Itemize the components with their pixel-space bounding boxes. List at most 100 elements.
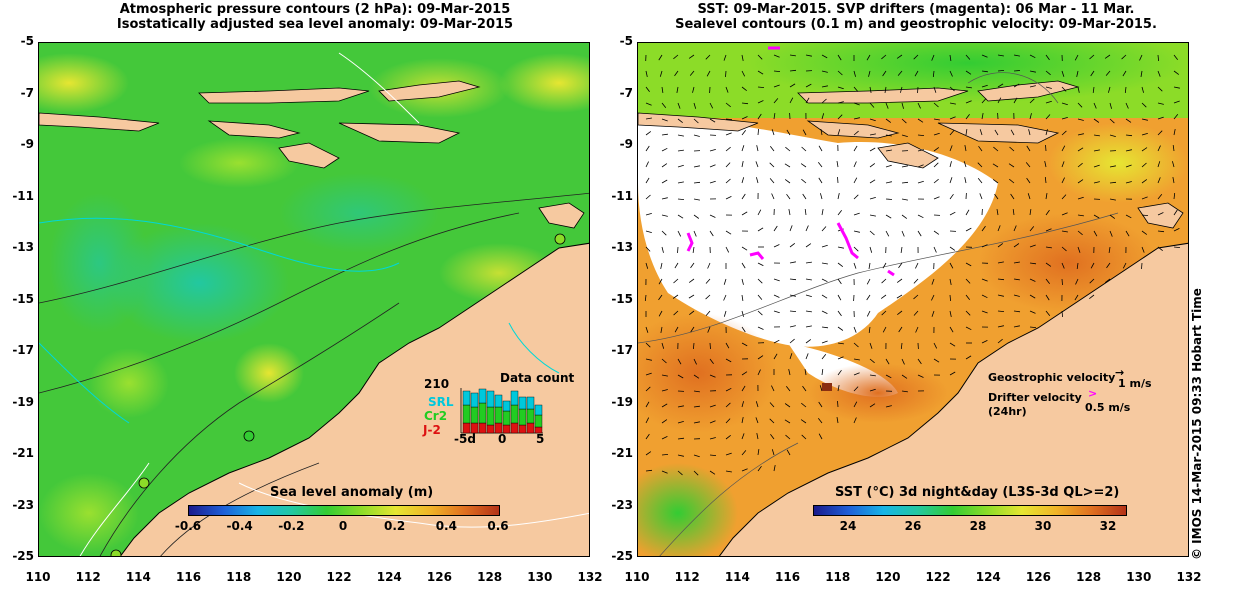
- lon-tick-label: 130: [1126, 570, 1152, 584]
- velocity-arrow: [1061, 102, 1068, 106]
- velocity-arrow: [981, 244, 988, 248]
- velocity-arrow: [885, 164, 892, 168]
- lat-tick-label: -21: [611, 446, 633, 460]
- velocity-arrow: [1009, 178, 1015, 184]
- velocity-arrow: [885, 102, 889, 109]
- velocity-arrow: [677, 437, 685, 440]
- velocity-arrow: [645, 177, 650, 184]
- velocity-arrow: [1092, 86, 1095, 93]
- velocity-arrow: [1029, 244, 1036, 248]
- velocity-arrow: [1141, 230, 1148, 235]
- velocity-arrow: [837, 246, 844, 249]
- lon-tick-label: 116: [775, 570, 801, 584]
- velocity-arrow: [965, 326, 972, 331]
- velocity-arrow: [853, 401, 858, 408]
- velocity-arrow: [896, 294, 903, 299]
- velocity-arrow: [880, 294, 887, 299]
- data-count-title: Data count: [500, 371, 575, 385]
- histogram-bar: [486, 390, 495, 408]
- velocity-arrow: [805, 243, 812, 248]
- velocity-arrow: [1157, 116, 1164, 120]
- velocity-arrow: [901, 181, 909, 184]
- velocity-arrow: [801, 434, 807, 440]
- lat-tick-label: -13: [12, 240, 34, 254]
- lon-tick-label: 126: [426, 570, 452, 584]
- velocity-arrow: [645, 246, 651, 252]
- velocity-arrow: [658, 294, 663, 301]
- velocity-arrow: [882, 70, 887, 77]
- velocity-arrow: [789, 353, 793, 360]
- histogram-bar: [510, 404, 519, 424]
- velocity-arrow: [1173, 246, 1181, 248]
- velocity-arrow: [917, 118, 924, 123]
- velocity-arrow: [869, 388, 876, 392]
- velocity-arrow: [900, 246, 903, 253]
- velocity-arrow: [661, 358, 667, 364]
- velocity-arrow: [965, 278, 971, 284]
- velocity-arrow: [1089, 294, 1095, 300]
- velocity-arrow: [933, 358, 940, 363]
- credit-text: © IMOS 14-Mar-2015 09:33 Hobart Time: [1190, 288, 1204, 560]
- velocity-arrow: [709, 470, 716, 475]
- velocity-arrow: [1140, 70, 1143, 77]
- velocity-arrow: [917, 374, 924, 378]
- velocity-arrow: [819, 385, 823, 392]
- velocity-arrow: [1045, 278, 1051, 285]
- velocity-arrow: [805, 54, 812, 57]
- velocity-arrow: [1125, 181, 1132, 184]
- sst-map[interactable]: [637, 42, 1189, 557]
- velocity-arrow: [645, 117, 652, 120]
- velocity-arrow: [1045, 129, 1048, 136]
- right-colorbar: [813, 505, 1127, 516]
- velocity-arrow: [1125, 102, 1129, 109]
- histogram-bar: [462, 390, 471, 406]
- sea-level-anomaly-map[interactable]: [38, 42, 590, 557]
- velocity-arrow: [709, 374, 716, 378]
- velocity-arrow: [784, 419, 791, 424]
- velocity-arrow: [725, 387, 732, 392]
- velocity-arrow: [949, 86, 955, 92]
- lat-tick-label: -7: [20, 85, 34, 100]
- velocity-arrow: [917, 86, 919, 94]
- velocity-arrow: [981, 54, 988, 58]
- left-title-line2: Isostatically adjusted sea level anomaly…: [116, 17, 514, 32]
- velocity-arrow: [800, 163, 807, 168]
- velocity-arrow: [771, 129, 775, 136]
- velocity-arrow: [979, 129, 983, 136]
- velocity-arrow: [1077, 86, 1080, 93]
- velocity-arrow: [757, 86, 765, 88]
- velocity-arrow: [1093, 134, 1100, 137]
- velocity-arrow: [661, 246, 664, 253]
- velocity-arrow: [885, 230, 890, 237]
- left-colorbar-tick: 0.2: [384, 519, 406, 533]
- velocity-arrow: [741, 161, 744, 168]
- velocity-arrow: [837, 70, 843, 76]
- velocity-arrow: [1061, 70, 1065, 77]
- velocity-arrow: [1026, 177, 1031, 184]
- velocity-arrow: [770, 433, 775, 440]
- velocity-arrow: [997, 83, 1004, 88]
- velocity-arrow: [661, 163, 668, 168]
- geostrophic-scale: 1 m/s: [1118, 377, 1152, 390]
- histogram-bar: [486, 406, 495, 426]
- velocity-arrow: [705, 310, 711, 316]
- velocity-arrow: [1157, 145, 1161, 152]
- velocity-arrow: [949, 161, 952, 168]
- velocity-arrow: [1045, 144, 1047, 152]
- velocity-arrow: [805, 353, 809, 360]
- velocity-arrow: [725, 132, 732, 136]
- velocity-arrow: [1173, 86, 1180, 89]
- velocity-arrow: [1093, 149, 1100, 152]
- velocity-arrow: [981, 113, 984, 120]
- velocity-arrow: [725, 162, 731, 168]
- velocity-arrow: [725, 246, 730, 253]
- velocity-arrow: [821, 326, 829, 329]
- velocity-arrow: [981, 310, 988, 314]
- velocity-arrow: [645, 417, 650, 424]
- velocity-arrow: [1029, 326, 1037, 328]
- velocity-arrow: [693, 358, 697, 365]
- velocity-arrow: [869, 214, 876, 217]
- velocity-arrow: [741, 145, 745, 152]
- velocity-arrow: [1029, 98, 1035, 104]
- velocity-arrow: [821, 113, 825, 120]
